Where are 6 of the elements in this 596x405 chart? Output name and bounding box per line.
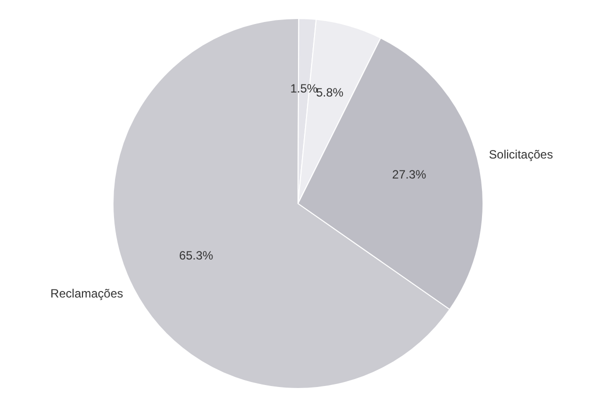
data-label: 5.8% [316, 86, 344, 100]
slice-label: Solicitações [488, 147, 553, 162]
data-label: 1.5% [290, 81, 318, 96]
data-label: 27.3% [392, 168, 426, 182]
slice-label: Reclamações [50, 286, 124, 301]
data-label: 65.3% [179, 248, 214, 263]
